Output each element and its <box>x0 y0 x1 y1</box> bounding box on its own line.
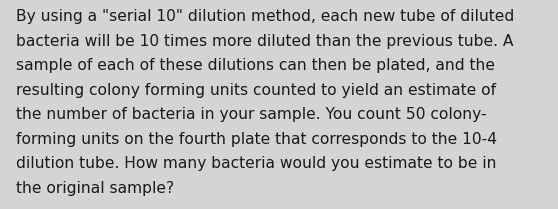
Text: By using a "serial 10" dilution method, each new tube of diluted: By using a "serial 10" dilution method, … <box>16 9 514 24</box>
Text: the original sample?: the original sample? <box>16 181 174 196</box>
Text: dilution tube. How many bacteria would you estimate to be in: dilution tube. How many bacteria would y… <box>16 156 496 171</box>
Text: resulting colony forming units counted to yield an estimate of: resulting colony forming units counted t… <box>16 83 496 98</box>
Text: forming units on the fourth plate that corresponds to the 10-4: forming units on the fourth plate that c… <box>16 132 497 147</box>
Text: the number of bacteria in your sample. You count 50 colony-: the number of bacteria in your sample. Y… <box>16 107 486 122</box>
Text: sample of each of these dilutions can then be plated, and the: sample of each of these dilutions can th… <box>16 58 494 73</box>
Text: bacteria will be 10 times more diluted than the previous tube. A: bacteria will be 10 times more diluted t… <box>16 34 513 49</box>
